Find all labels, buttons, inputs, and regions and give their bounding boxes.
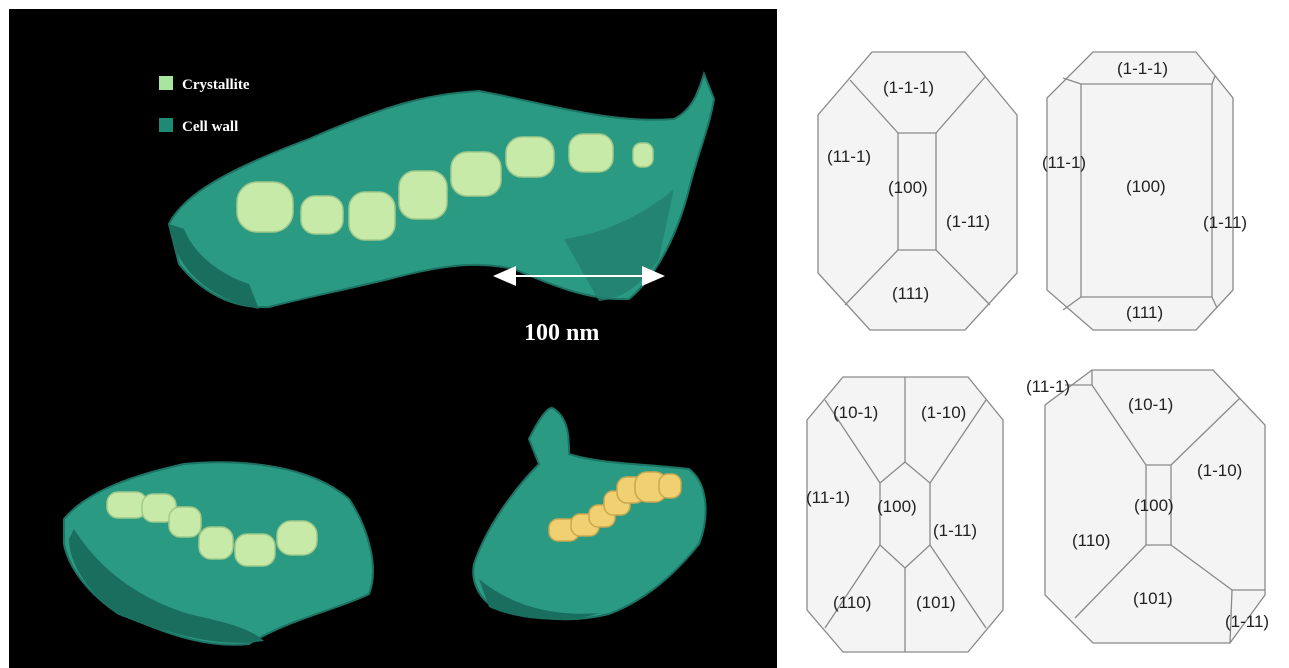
facet-label: (110): [1072, 531, 1110, 550]
facet-diagrams-svg: (1-1-1) (11-1) (100) (1-11) (111) (1-1-1…: [806, 51, 1269, 653]
crystallite: [300, 195, 344, 235]
facet-diagram-top-right: (1-1-1) (11-1) (100) (1-11) (111): [1042, 51, 1247, 331]
facet-edge: [824, 544, 881, 629]
crystal-outline: [817, 51, 1018, 331]
facet-label: (11-1): [827, 147, 871, 166]
crystallite: [658, 473, 682, 499]
facet-edge: [844, 249, 899, 306]
legend-label-cell-wall: Cell wall: [182, 119, 238, 135]
facet-label: (10-1): [1128, 395, 1173, 414]
facet-edge: [1211, 75, 1216, 85]
facet-label: (100): [888, 178, 928, 197]
facet-label: (11-1): [1026, 377, 1070, 396]
facet-edge: [1229, 589, 1233, 644]
facet-label: (1-10): [921, 403, 966, 422]
facet-label: (1-11): [1225, 612, 1269, 631]
facet-edge: [1170, 397, 1241, 466]
facet-diagram-top-left: (1-1-1) (11-1) (100) (1-11) (111): [817, 51, 1018, 331]
crystallites-top: [236, 133, 654, 241]
crystallite: [106, 491, 148, 519]
crystallite: [168, 506, 202, 538]
facet-diagrams: (1-1-1) (11-1) (100) (1-11) (111) (1-1-1…: [790, 0, 1289, 668]
facet-label: (1-10): [1197, 461, 1242, 480]
crystallite: [450, 151, 502, 197]
tomography-render: Crystallite Cell wall 100 nm: [63, 71, 716, 646]
crystallite: [236, 181, 294, 233]
facet-edge: [1170, 544, 1233, 591]
facet-label: (100): [877, 497, 917, 516]
crystallite: [568, 133, 614, 173]
facet-label: (101): [916, 593, 956, 612]
legend-swatch-cell-wall: [159, 118, 173, 132]
facet-edge: [1211, 296, 1218, 309]
crystallite: [276, 520, 318, 556]
facet-edge: [1074, 544, 1147, 619]
facet-label: (111): [892, 284, 929, 303]
crystallite: [348, 191, 396, 241]
facet-label: (100): [1126, 177, 1166, 196]
legend-label-crystallite: Crystallite: [182, 77, 250, 93]
facet-label: (110): [833, 593, 871, 612]
facet-edge: [1062, 296, 1082, 311]
scale-bar-label: 100 nm: [524, 320, 599, 346]
scale-bar: 100 nm: [493, 266, 665, 346]
facet-label: (111): [1126, 303, 1163, 322]
facet-label: (1-1-1): [883, 78, 934, 97]
facet-label: (100): [1134, 496, 1174, 515]
facet-label: (11-1): [806, 488, 850, 507]
cell-wall-bottom-left-shade: [69, 529, 264, 643]
crystallite: [398, 170, 448, 220]
tomography-image: Crystallite Cell wall 100 nm: [9, 9, 777, 668]
facet-edge: [935, 76, 986, 134]
facet-edge: [929, 399, 987, 484]
facet-diagram-bottom-right: (11-1) (10-1) (1-10) (100) (110) (101) (…: [1026, 369, 1269, 644]
cell-wall-top-shade: [169, 224, 259, 309]
cell-wall-bottom-right-shade: [479, 579, 599, 620]
crystallite: [632, 142, 654, 168]
facet-label: (1-11): [933, 521, 977, 540]
facet-diagram-bottom-left: (10-1) (1-10) (11-1) (100) (1-11) (110) …: [806, 376, 1004, 653]
crystallite: [505, 136, 555, 178]
crystallite: [234, 533, 276, 567]
facet-label: (1-11): [1203, 213, 1247, 232]
scale-bar-arrow-left: [493, 266, 516, 286]
facet-label: (1-1-1): [1117, 59, 1168, 78]
facet-label: (101): [1133, 589, 1173, 608]
facet-edge: [824, 399, 881, 484]
facet-edge: [929, 544, 987, 629]
crystallite: [198, 526, 234, 560]
scale-bar-arrow-right: [642, 266, 665, 286]
crystallites-bottom-left: [106, 491, 318, 567]
facet-label: (1-11): [946, 212, 990, 231]
facet-label: (11-1): [1042, 153, 1086, 172]
legend-swatch-crystallite: [159, 76, 173, 90]
facet-label: (10-1): [833, 403, 878, 422]
facet-edge: [935, 249, 991, 306]
crystallites-bottom-right: [548, 471, 682, 542]
facet-edge: [1091, 384, 1147, 466]
facet-edge: [849, 79, 899, 134]
crystal-outline: [1046, 51, 1234, 331]
facet-edge: [1062, 77, 1082, 85]
